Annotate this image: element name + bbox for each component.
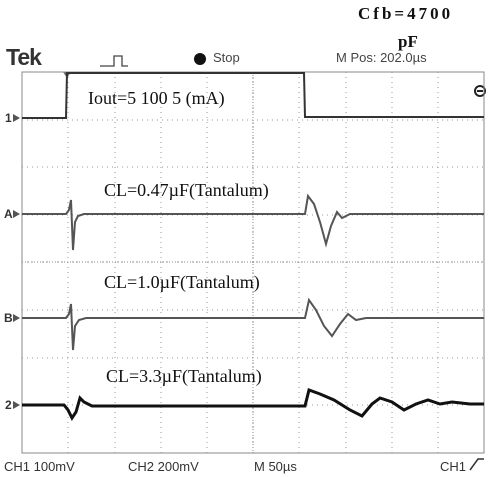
cl-10-annotation: CL=1.0µF(Tantalum) [104,272,260,292]
position-label: M Pos: 202.0µs [336,50,427,65]
math-b-ground-marker [13,314,20,322]
ch1-scale-readout: CH1 100mV [4,459,75,474]
math-b-trace [22,297,484,351]
ch1-ground-marker [13,114,20,122]
iout-annotation: Iout=5 100 5 (mA) [88,88,225,108]
math-a-ground-marker [13,210,20,218]
ch2-ground-marker [13,401,20,409]
brand-logo: Tek [6,44,42,70]
math-a-trace [22,193,484,251]
math-a-marker-label: A [4,207,13,221]
cfb-unit-label: pF [398,32,418,51]
ch2-scale-readout: CH2 200mV [128,459,199,474]
cl-047-annotation: CL=0.47µF(Tantalum) [104,180,269,200]
stop-indicator-icon [194,53,206,65]
ch2-marker-label: 2 [5,398,12,412]
trigger-source-readout: CH1 [440,459,467,474]
rising-edge-icon [469,458,484,471]
ch2-trace [22,388,484,421]
ch1-trace [22,72,484,119]
cl-33-annotation: CL=3.3µF(Tantalum) [106,366,262,386]
cfb-label: Cfb=4700 [358,4,454,23]
trigger-position-icon[interactable] [474,85,486,97]
acquisition-icon [100,55,128,67]
math-b-marker-label: B [4,311,13,325]
ch1-marker-label: 1 [5,111,12,125]
timebase-readout: M 50µs [254,459,297,474]
graticule-center-ticks [22,72,484,453]
run-state-label: Stop [213,50,240,65]
